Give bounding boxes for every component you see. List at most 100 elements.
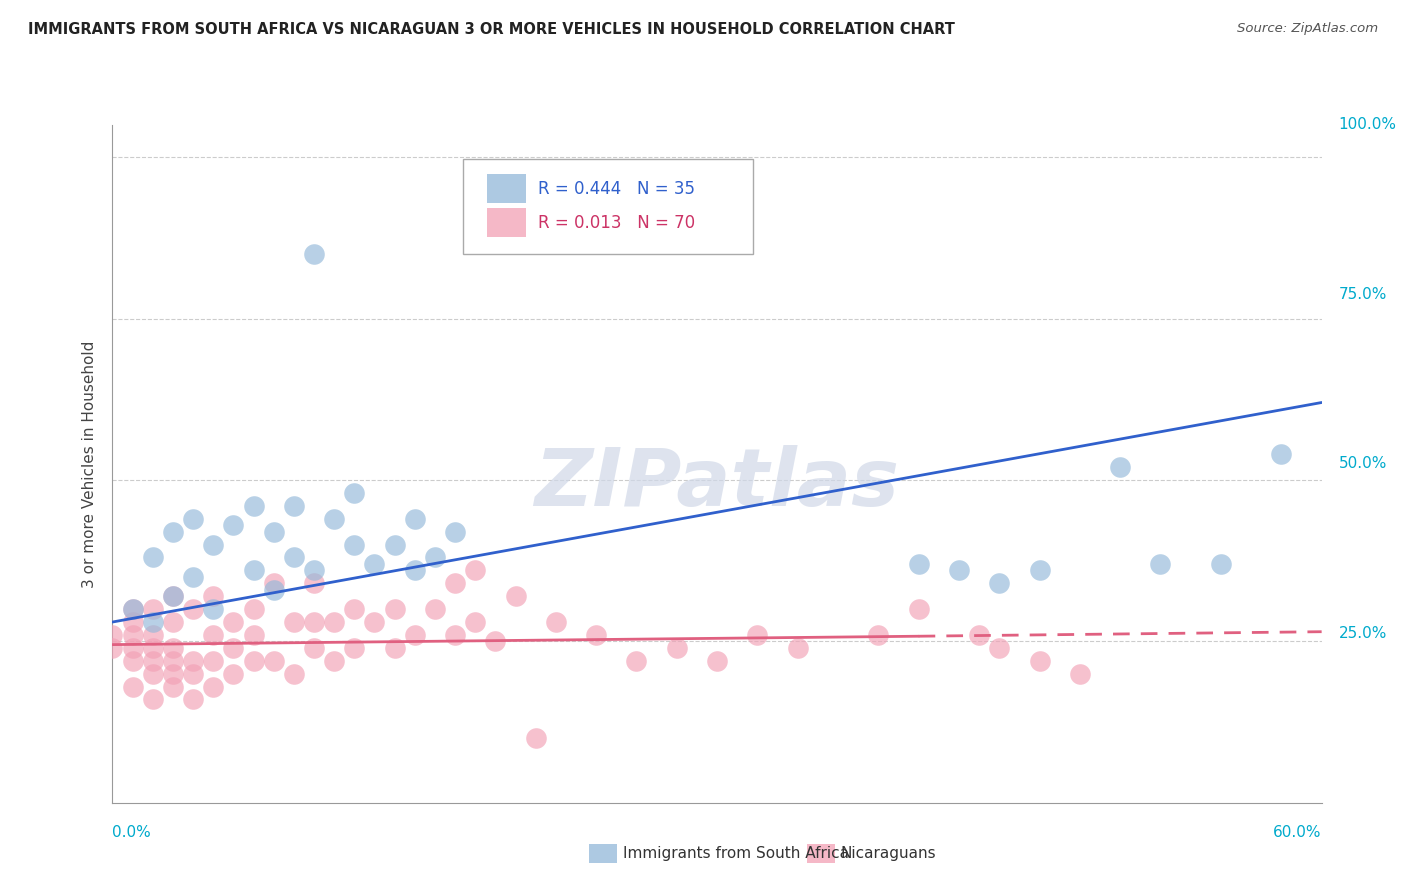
Text: Immigrants from South Africa: Immigrants from South Africa	[623, 847, 849, 861]
Point	[283, 499, 305, 513]
Point	[162, 640, 184, 655]
Point	[302, 615, 325, 629]
Point	[202, 628, 225, 642]
Point	[544, 615, 567, 629]
Point	[142, 602, 165, 616]
Point	[404, 628, 426, 642]
Text: IMMIGRANTS FROM SOUTH AFRICA VS NICARAGUAN 3 OR MORE VEHICLES IN HOUSEHOLD CORRE: IMMIGRANTS FROM SOUTH AFRICA VS NICARAGU…	[28, 22, 955, 37]
Point	[343, 640, 366, 655]
Point	[505, 589, 527, 603]
Point	[1270, 447, 1292, 461]
Point	[363, 557, 385, 571]
Point	[263, 582, 285, 597]
Point	[665, 640, 688, 655]
Point	[142, 692, 165, 706]
Point	[242, 654, 264, 668]
Point	[948, 563, 970, 577]
Point	[384, 640, 406, 655]
Point	[121, 680, 143, 694]
Point	[384, 602, 406, 616]
Point	[484, 634, 506, 648]
Point	[263, 654, 285, 668]
Point	[202, 589, 225, 603]
Point	[444, 524, 467, 539]
Point	[1028, 563, 1050, 577]
Point	[585, 628, 607, 642]
Point	[343, 537, 366, 551]
Point	[222, 666, 245, 681]
Point	[626, 654, 648, 668]
Text: R = 0.013   N = 70: R = 0.013 N = 70	[538, 213, 695, 232]
Point	[747, 628, 769, 642]
Point	[988, 576, 1011, 591]
Point	[524, 731, 547, 746]
Point	[142, 615, 165, 629]
Text: Source: ZipAtlas.com: Source: ZipAtlas.com	[1237, 22, 1378, 36]
Point	[302, 640, 325, 655]
Text: 100.0%: 100.0%	[1339, 118, 1396, 132]
Text: 50.0%: 50.0%	[1339, 457, 1386, 471]
Point	[464, 615, 486, 629]
Point	[142, 640, 165, 655]
Point	[142, 666, 165, 681]
Point	[142, 628, 165, 642]
Point	[283, 666, 305, 681]
Text: R = 0.444   N = 35: R = 0.444 N = 35	[538, 179, 695, 198]
Point	[444, 628, 467, 642]
Point	[988, 640, 1011, 655]
Point	[404, 512, 426, 526]
Point	[162, 654, 184, 668]
Point	[706, 654, 728, 668]
Text: ZIPatlas: ZIPatlas	[534, 445, 900, 524]
Y-axis label: 3 or more Vehicles in Household: 3 or more Vehicles in Household	[82, 340, 97, 588]
Point	[1149, 557, 1171, 571]
Point	[423, 550, 446, 565]
Point	[907, 602, 929, 616]
Point	[181, 570, 204, 584]
FancyBboxPatch shape	[488, 174, 526, 202]
Point	[384, 537, 406, 551]
Point	[162, 524, 184, 539]
Point	[302, 576, 325, 591]
Point	[222, 640, 245, 655]
Point	[302, 247, 325, 261]
Point	[121, 615, 143, 629]
Point	[464, 563, 486, 577]
Text: 0.0%: 0.0%	[112, 825, 152, 840]
Point	[444, 576, 467, 591]
Point	[323, 654, 346, 668]
Point	[162, 589, 184, 603]
Point	[121, 602, 143, 616]
Point	[121, 640, 143, 655]
Point	[1028, 654, 1050, 668]
Point	[283, 550, 305, 565]
Point	[222, 518, 245, 533]
Point	[242, 602, 264, 616]
Point	[202, 654, 225, 668]
Point	[1069, 666, 1091, 681]
Point	[363, 615, 385, 629]
Point	[162, 680, 184, 694]
Point	[202, 602, 225, 616]
Point	[202, 537, 225, 551]
Point	[302, 563, 325, 577]
Point	[242, 563, 264, 577]
Point	[283, 615, 305, 629]
Point	[181, 602, 204, 616]
Point	[967, 628, 990, 642]
Point	[162, 615, 184, 629]
Point	[181, 512, 204, 526]
Point	[242, 628, 264, 642]
Point	[868, 628, 890, 642]
Point	[343, 486, 366, 500]
Point	[121, 628, 143, 642]
FancyBboxPatch shape	[463, 159, 754, 253]
Point	[202, 680, 225, 694]
Point	[142, 550, 165, 565]
Point	[263, 576, 285, 591]
Point	[323, 615, 346, 629]
Text: Nicaraguans: Nicaraguans	[841, 847, 936, 861]
FancyBboxPatch shape	[488, 208, 526, 236]
Point	[1209, 557, 1232, 571]
Text: 75.0%: 75.0%	[1339, 287, 1386, 301]
